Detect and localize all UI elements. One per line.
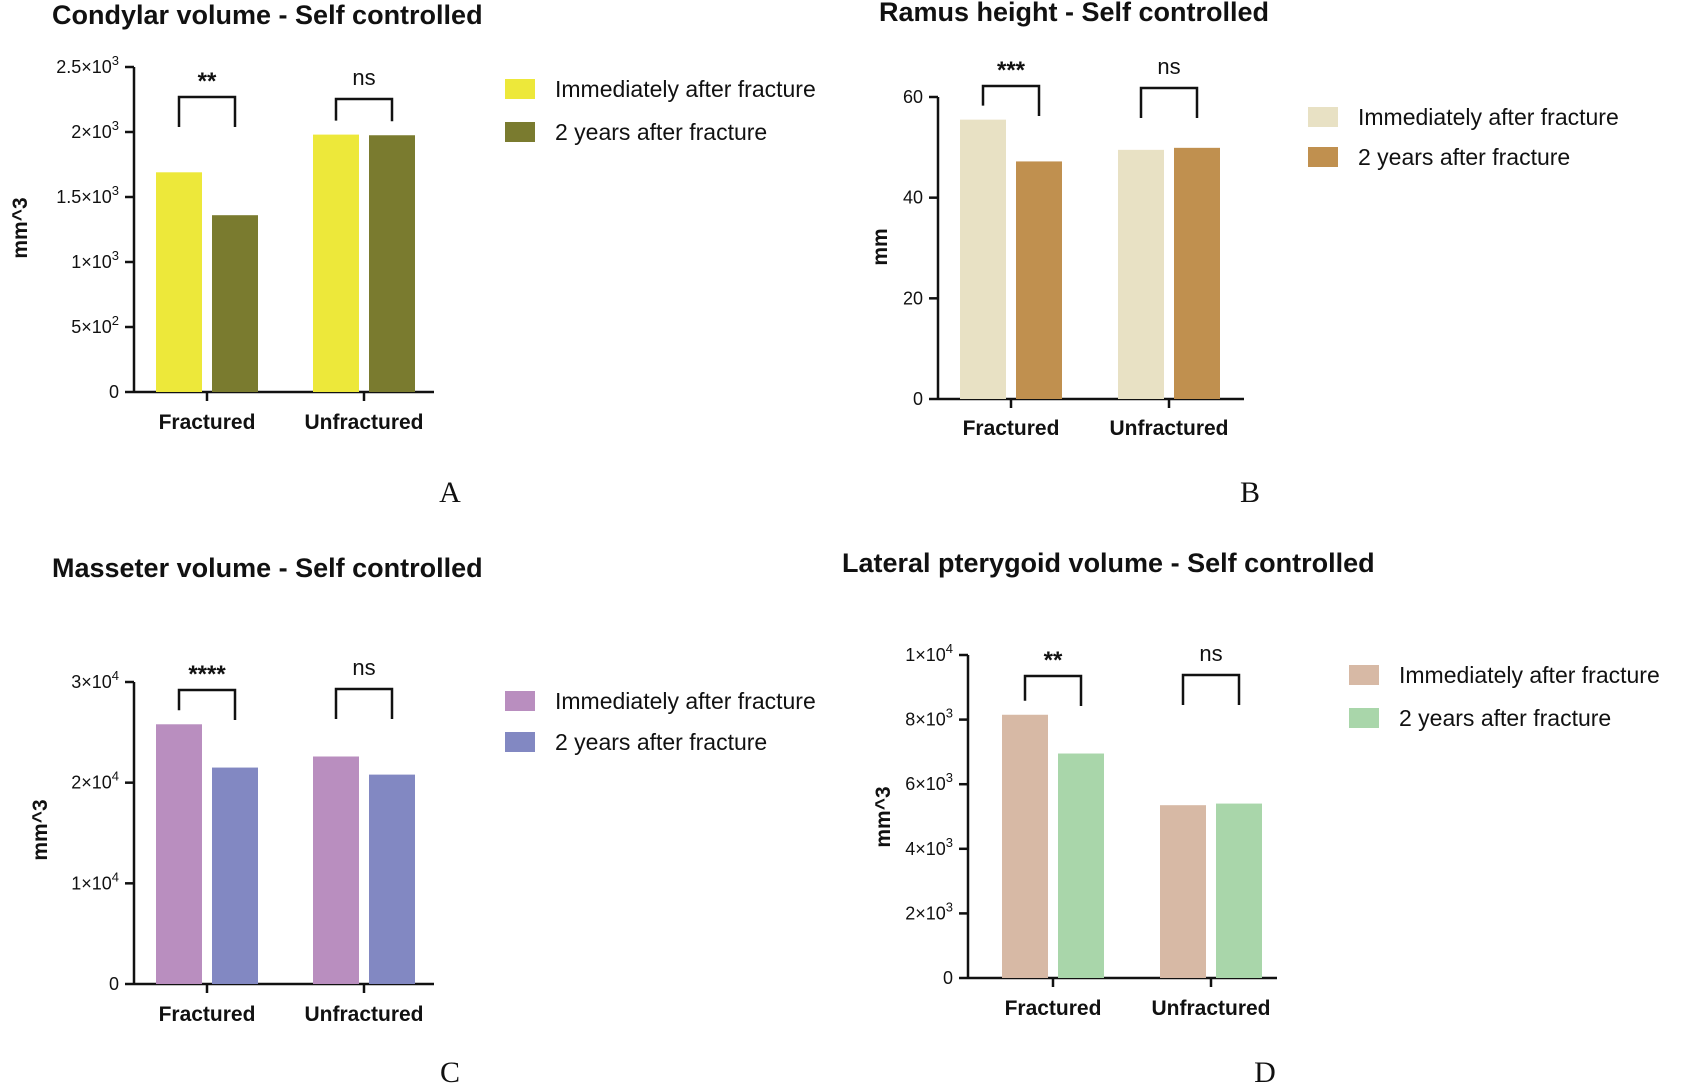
y-tick-label: 0 <box>109 974 119 994</box>
x-tick-label: Fractured <box>159 411 256 434</box>
chart-panel-a: Condylar volume - Self controlled 0 5×102 1… <box>9 0 816 509</box>
y-tick-label: 60 <box>903 87 923 107</box>
legend-label: 2 years after fracture <box>1399 705 1611 731</box>
legend-label: Immediately after fracture <box>555 688 816 714</box>
legend-swatch <box>1349 665 1379 685</box>
legend-label: Immediately after fracture <box>1358 104 1619 130</box>
y-tick-label: 2.5×103 <box>56 53 119 77</box>
x-tick-label: Unfractured <box>304 411 423 434</box>
y-tick-label: 2×103 <box>905 899 953 923</box>
y-axis-label: mm^3 <box>29 799 52 860</box>
y-tick-label: 2×104 <box>71 769 119 793</box>
bar-unfractured-series-1 <box>1160 805 1206 978</box>
panel-letter: A <box>439 476 461 509</box>
significance-bracket <box>981 84 1041 116</box>
bar-unfractured-series-2 <box>1174 147 1220 399</box>
y-tick-label: 0 <box>109 382 119 402</box>
panel-letter: C <box>440 1056 460 1087</box>
significance-bracket <box>334 97 394 122</box>
x-tick-label: Unfractured <box>304 1003 423 1026</box>
bar-fractured-series-2 <box>1058 753 1104 978</box>
bar-unfractured-series-2 <box>369 774 415 984</box>
legend-swatch <box>505 691 535 711</box>
significance-label: *** <box>997 57 1026 84</box>
chart-title: Ramus height - Self controlled <box>879 0 1269 27</box>
y-axis-label: mm^3 <box>872 786 895 847</box>
legend-label: 2 years after fracture <box>555 729 767 755</box>
y-tick-label: 2×103 <box>71 118 119 142</box>
y-tick-label: 6×103 <box>905 770 953 794</box>
x-tick-label: Fractured <box>963 417 1060 440</box>
y-tick-label: 1×104 <box>905 641 953 665</box>
y-tick-label: 40 <box>903 188 923 208</box>
significance-label: ** <box>198 68 217 95</box>
y-tick-label: 5×102 <box>71 313 119 337</box>
y-tick-label: 1.5×103 <box>56 183 119 207</box>
x-tick-label: Fractured <box>159 1003 256 1026</box>
bar-fractured-series-1 <box>156 172 202 392</box>
significance-bracket <box>177 95 237 127</box>
legend-label: 2 years after fracture <box>555 119 767 145</box>
chart-title: Lateral pterygoid volume - Self controll… <box>842 548 1375 578</box>
bar-fractured-series-2 <box>1016 161 1062 399</box>
y-tick-label: 1×103 <box>71 248 119 272</box>
significance-label: ns <box>352 65 375 90</box>
significance-label: ** <box>1044 647 1063 674</box>
chart-title: Condylar volume - Self controlled <box>52 0 483 30</box>
panel-letter: D <box>1254 1056 1276 1087</box>
x-tick-label: Unfractured <box>1151 997 1270 1020</box>
significance-label: **** <box>188 661 226 688</box>
x-tick-label: Fractured <box>1005 997 1102 1020</box>
y-tick-label: 3×104 <box>71 668 119 692</box>
bar-fractured-series-2 <box>212 767 258 984</box>
significance-label: ns <box>1157 54 1180 79</box>
bar-unfractured-series-2 <box>1216 803 1262 978</box>
significance-label: ns <box>352 655 375 680</box>
x-tick-label: Unfractured <box>1109 417 1228 440</box>
bar-fractured-series-1 <box>960 119 1006 400</box>
significance-bracket <box>1139 86 1199 118</box>
bar-unfractured-series-2 <box>369 135 415 392</box>
y-tick-label: 0 <box>943 968 953 988</box>
chart-title: Masseter volume - Self controlled <box>52 553 483 583</box>
significance-label: ns <box>1199 641 1222 666</box>
y-tick-label: 0 <box>913 389 923 409</box>
chart-panel-c: Masseter volume - Self controlled 0 1×104 2… <box>29 553 816 1087</box>
y-axis-label: mm <box>869 228 892 265</box>
bar-unfractured-series-1 <box>313 134 359 392</box>
y-tick-label: 20 <box>903 288 923 308</box>
significance-bracket <box>1023 674 1083 706</box>
legend-swatch <box>505 79 535 99</box>
panel-letter: B <box>1240 476 1260 509</box>
y-tick-label: 8×103 <box>905 706 953 730</box>
legend-swatch <box>1349 708 1379 728</box>
y-axis-label: mm^3 <box>9 197 32 258</box>
chart-panel-b: Ramus height - Self controlled 0 20 40 60 mm F… <box>869 0 1619 509</box>
significance-bracket <box>1181 673 1241 705</box>
bar-fractured-series-1 <box>156 724 202 984</box>
legend-swatch <box>1308 147 1338 167</box>
y-tick-label: 1×104 <box>71 869 119 893</box>
chart-panel-d: Lateral pterygoid volume - Self controll… <box>842 548 1660 1087</box>
y-tick-label: 4×103 <box>905 835 953 859</box>
significance-bracket <box>177 688 237 720</box>
bar-fractured-series-1 <box>1002 714 1048 978</box>
significance-bracket <box>334 687 394 719</box>
legend-label: 2 years after fracture <box>1358 144 1570 170</box>
legend-label: Immediately after fracture <box>1399 662 1660 688</box>
bar-fractured-series-2 <box>212 215 258 392</box>
legend-swatch <box>505 122 535 142</box>
legend-swatch <box>1308 107 1338 127</box>
legend-label: Immediately after fracture <box>555 76 816 102</box>
bar-unfractured-series-1 <box>313 756 359 984</box>
legend-swatch <box>505 732 535 752</box>
bar-unfractured-series-1 <box>1118 149 1164 399</box>
